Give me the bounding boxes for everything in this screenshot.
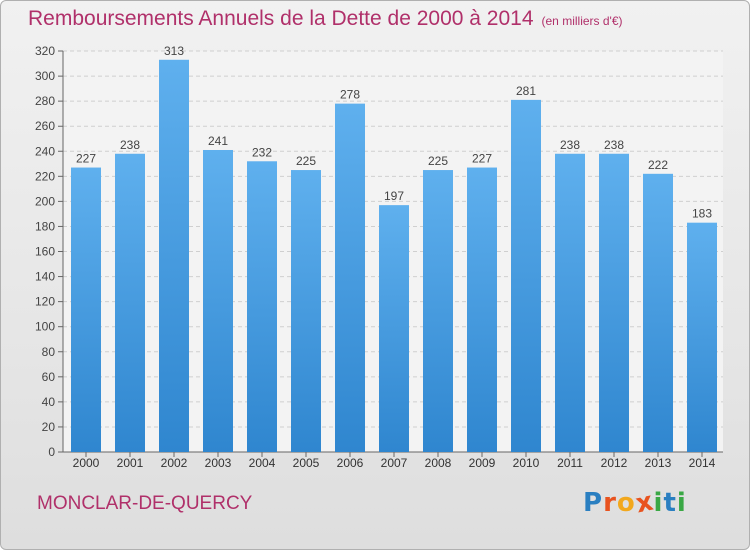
- bar-2003: [203, 149, 233, 452]
- value-label-2004: 232: [252, 145, 272, 159]
- x-tick-label-2008: 2008: [425, 456, 452, 470]
- value-label-2014: 183: [692, 207, 712, 221]
- y-tick-label: 260: [35, 119, 55, 133]
- y-tick-label: 220: [35, 169, 55, 183]
- logo-letter: o: [616, 488, 636, 518]
- y-tick-label: 240: [35, 144, 55, 158]
- y-tick-label: 160: [35, 245, 55, 259]
- value-label-2010: 281: [516, 84, 536, 98]
- value-label-2002: 313: [164, 44, 184, 58]
- bar-2007: [379, 205, 409, 452]
- y-tick-label: 200: [35, 194, 55, 208]
- x-tick-label-2005: 2005: [293, 456, 320, 470]
- y-tick-label: 100: [35, 320, 55, 334]
- x-tick-label-2007: 2007: [381, 456, 408, 470]
- x-tick-label-2010: 2010: [513, 456, 540, 470]
- bar-2013: [643, 173, 673, 452]
- bar-2010: [511, 99, 541, 452]
- value-label-2012: 238: [604, 138, 624, 152]
- value-label-2000: 227: [76, 152, 96, 166]
- x-tick-label-2001: 2001: [117, 456, 144, 470]
- bar-2006: [335, 103, 365, 452]
- value-label-2008: 225: [428, 154, 448, 168]
- y-tick-label: 20: [42, 420, 56, 434]
- commune-name: MONCLAR-DE-QUERCY: [37, 493, 253, 514]
- bar-2011: [555, 153, 585, 452]
- y-tick-label: 0: [48, 445, 55, 459]
- logo-letter: t: [663, 488, 677, 518]
- value-label-2006: 278: [340, 88, 360, 102]
- y-tick-label: 180: [35, 219, 55, 233]
- x-tick-label-2000: 2000: [73, 456, 100, 470]
- y-tick-label: 280: [35, 94, 55, 108]
- chart-unit: (en milliers d'€): [541, 14, 623, 28]
- x-tick-label-2013: 2013: [645, 456, 672, 470]
- value-label-2001: 238: [120, 138, 140, 152]
- y-tick-label: 140: [35, 270, 55, 284]
- logo-letter: P: [583, 488, 604, 518]
- bar-2012: [599, 153, 629, 452]
- y-tick-label: 80: [42, 345, 56, 359]
- x-tick-label-2006: 2006: [337, 456, 364, 470]
- chart-title: Remboursements Annuels de la Dette de 20…: [28, 7, 623, 31]
- bar-2004: [247, 161, 277, 452]
- chart-title-text: Remboursements Annuels de la Dette de 20…: [28, 7, 534, 30]
- logo-letter: i: [676, 488, 687, 518]
- proxiti-logo[interactable]: Proxiti: [583, 486, 687, 519]
- y-tick-label: 120: [35, 295, 55, 309]
- logo-letter: r: [603, 488, 617, 518]
- x-tick-label-2002: 2002: [161, 456, 188, 470]
- x-tick-label-2009: 2009: [469, 456, 496, 470]
- x-tick-label-2003: 2003: [205, 456, 232, 470]
- bar-2000: [71, 167, 101, 452]
- bar-2005: [291, 170, 321, 452]
- bar-2014: [687, 222, 717, 452]
- value-label-2013: 222: [648, 158, 668, 172]
- value-label-2003: 241: [208, 134, 228, 148]
- value-label-2011: 238: [560, 138, 580, 152]
- bar-2008: [423, 170, 453, 452]
- value-label-2009: 227: [472, 152, 492, 166]
- bar-2001: [115, 153, 145, 452]
- y-tick-label: 60: [42, 370, 56, 384]
- x-tick-label-2011: 2011: [557, 456, 583, 470]
- x-tick-label-2014: 2014: [689, 456, 716, 470]
- value-label-2005: 225: [296, 154, 316, 168]
- y-tick-label: 300: [35, 69, 55, 83]
- value-label-2007: 197: [384, 189, 404, 203]
- logo-letter: i: [653, 488, 664, 518]
- y-tick-label: 320: [35, 44, 55, 58]
- x-tick-label-2004: 2004: [249, 456, 276, 470]
- bar-2002: [159, 59, 189, 452]
- x-tick-label-2012: 2012: [601, 456, 628, 470]
- bar-2009: [467, 167, 497, 452]
- y-tick-label: 40: [42, 395, 56, 409]
